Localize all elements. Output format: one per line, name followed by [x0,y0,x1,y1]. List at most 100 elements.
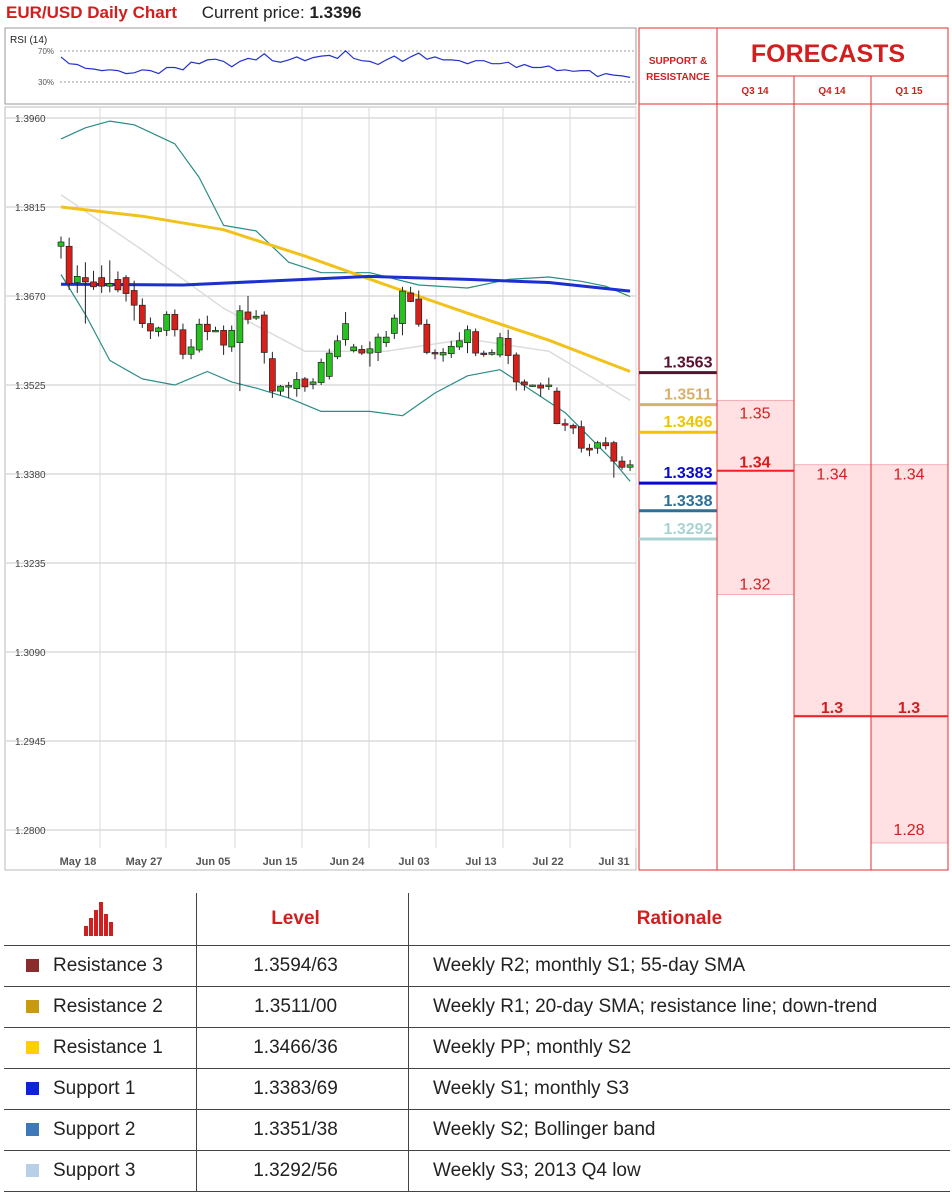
candle-body [334,340,341,358]
candle [212,326,219,333]
y-tick-label: 1.3670 [15,292,46,303]
candle [317,358,325,385]
candle-body [496,337,504,356]
row-rationale: Weekly R1; 20-day SMA; resistance line; … [408,986,950,1028]
candle [415,290,423,327]
rationale-header: Rationale [408,893,950,946]
x-tick-label: Jul 22 [532,856,563,868]
forecast-range [716,399,795,595]
color-swatch [26,1000,39,1013]
current-price-value: 1.3396 [309,3,362,22]
grid [6,107,637,848]
candle-body [382,336,390,343]
candle [350,343,358,353]
bar-chart-icon [84,902,114,936]
row-rationale: Weekly S2; Bollinger band [408,1109,950,1151]
forecast-col-q3: Q3 14 [741,86,769,97]
sr-title-1: SUPPORT & [649,56,707,67]
row-rationale: Weekly R2; monthly S1; 55-day SMA [408,945,950,987]
levels-table: Level Rationale Resistance 3 1.3594/63 W… [4,893,950,1192]
candle-body [594,442,601,449]
candle [358,345,366,355]
candle [122,275,130,302]
candle [521,379,528,391]
candle [309,378,317,390]
rsi-panel [4,27,637,105]
candle-body [57,241,65,247]
candle-body [195,323,203,351]
y-axis-ticks: 1.3960 1.3815 1.3670 1.3525 1.3380 1.3235 1.30… [15,114,46,837]
candle [374,333,382,362]
forecast-high-label: 1.34 [816,467,847,484]
forecast-median-label: 1.34 [739,455,770,472]
candle [439,348,447,362]
candle [82,262,89,324]
levels-table-header: Level Rationale [4,893,950,946]
sr-level-label: 1.3466 [664,414,713,431]
row-name: Support 1 [53,1078,136,1099]
candle-body [106,283,114,287]
sr-level-label: 1.3511 [664,387,712,404]
candle-body [472,331,479,354]
forecast-high-label: 1.35 [739,405,770,422]
candle [114,271,122,293]
candle [472,328,479,357]
candle-body [504,338,512,356]
candle-body [464,329,471,343]
candle-body [521,381,528,386]
sr-level-label: 1.3383 [664,465,713,482]
candle-body [342,323,349,340]
candle-body [187,346,195,355]
candle [594,440,601,454]
candle [179,323,187,360]
candle-body [220,330,227,346]
candle-body [586,447,593,451]
row-rationale: Weekly S1; monthly S3 [408,1068,950,1110]
row-name: Resistance 3 [53,955,163,976]
sr-level-label: 1.3292 [664,521,713,538]
sr-title-2: RESISTANCE [646,72,710,83]
candle [195,318,203,353]
candle-body [626,464,634,468]
candle [586,443,593,457]
y-tick-label: 1.3090 [15,648,46,659]
sr-level-label: 1.3338 [664,493,713,510]
chart-icon-cell [4,893,197,946]
candle-body [252,315,260,319]
sr-levels: 1.3563 1.3511 1.3466 1.3383 1.3338 1.3292 [639,355,717,541]
candle-body [260,314,268,353]
candle-body [171,314,179,331]
forecast-high-label: 1.34 [893,467,924,484]
forecast-low-label: 1.28 [893,822,924,839]
level-header: Level [196,893,409,946]
candle [390,314,398,339]
candle [203,315,211,341]
candle [65,237,73,290]
candle-body [90,281,97,288]
x-axis-ticks: May 18 May 27 Jun 05 Jun 15 Jun 24 Jul 03 Jul … [60,856,630,868]
color-swatch [26,1041,39,1054]
candle-body [350,346,358,351]
candle-body [114,279,122,291]
candle [334,335,341,360]
candle-body [236,310,244,343]
x-tick-label: Jun 15 [263,856,298,868]
candle-body [529,384,536,387]
candle [138,298,146,328]
row-level: 1.3351/38 [196,1109,409,1151]
candle [73,265,81,293]
candle-body [488,352,496,355]
candle [220,325,227,355]
table-row: Resistance 3 1.3594/63 Weekly R2; monthl… [4,945,950,987]
forecast-marks: 1.34 1.35 1.32 1.3 1.34 1.3 1.34 1.28 [717,405,948,839]
candle-body [82,277,89,283]
candle [626,459,634,471]
forecast-col-q1: Q1 15 [895,86,923,97]
rsi-line [60,49,631,78]
color-swatch [26,1123,39,1136]
table-row: Resistance 2 1.3511/00 Weekly R1; 20-day… [4,986,950,1028]
candle-body [431,352,439,355]
candle [155,326,162,337]
candles [57,236,634,478]
candle [561,418,569,432]
